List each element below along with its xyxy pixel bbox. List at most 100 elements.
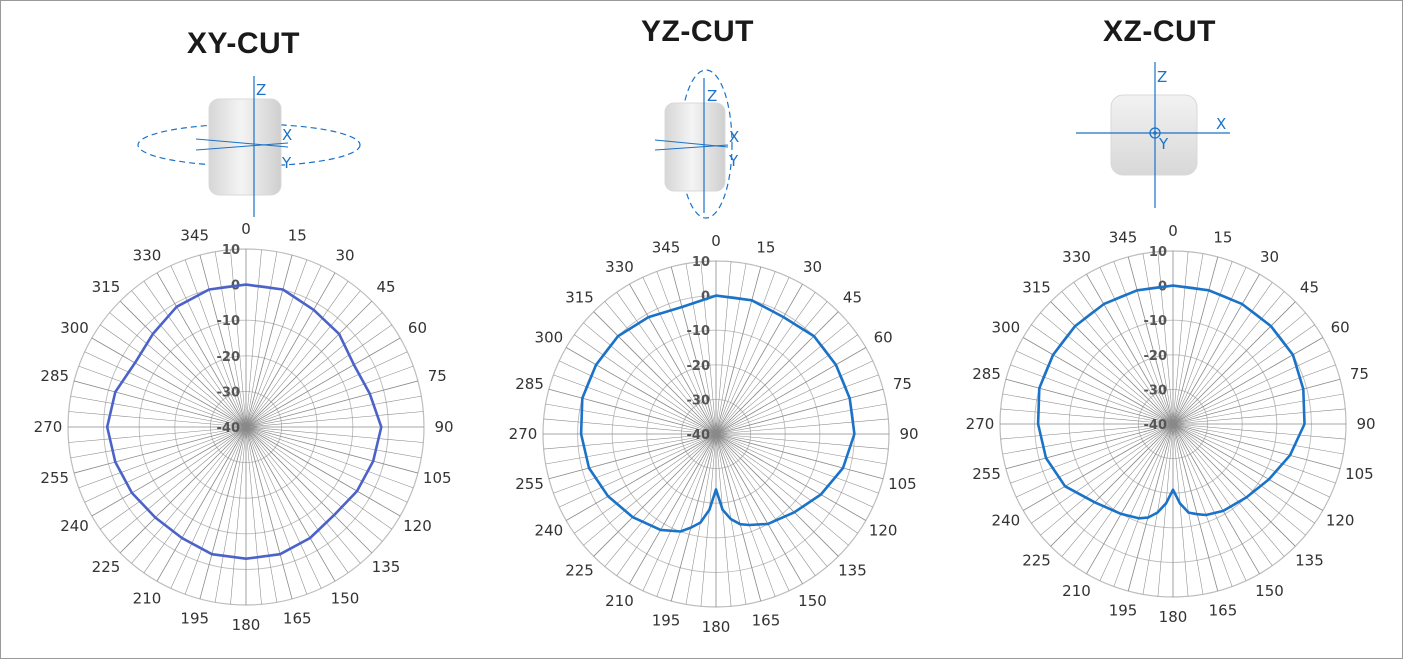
polar-spoke bbox=[68, 411, 247, 428]
polar-spoke bbox=[230, 426, 247, 605]
polar-spoke bbox=[245, 380, 419, 428]
radial-tick-label: -10 bbox=[217, 314, 241, 329]
polar-spoke bbox=[1127, 256, 1174, 425]
xy-x-label: X bbox=[282, 126, 292, 144]
angle-tick-label: 240 bbox=[992, 512, 1021, 530]
polar-spoke bbox=[583, 322, 717, 435]
xy-z-label: Z bbox=[256, 81, 266, 99]
xz-device-diagram: Z X Y bbox=[1076, 62, 1230, 208]
angle-tick-label: 225 bbox=[565, 561, 594, 579]
polar-spoke bbox=[1172, 423, 1233, 587]
angle-tick-label: 150 bbox=[1255, 582, 1284, 600]
polar-spoke bbox=[1172, 423, 1336, 484]
polar-spoke bbox=[715, 263, 747, 435]
angle-tick-label: 90 bbox=[434, 418, 453, 436]
polar-spoke bbox=[131, 290, 247, 428]
polar-spoke bbox=[245, 351, 408, 428]
polar-spoke bbox=[1172, 423, 1315, 524]
angle-tick-label: 255 bbox=[515, 475, 544, 493]
radial-tick-label: 10 bbox=[1149, 245, 1167, 260]
angle-tick-label: 270 bbox=[966, 415, 995, 433]
xy-device-image bbox=[208, 98, 282, 196]
angle-tick-label: 330 bbox=[133, 247, 162, 265]
polar-spoke bbox=[545, 433, 717, 465]
angle-tick-label: 105 bbox=[1345, 465, 1374, 483]
polar-spoke bbox=[700, 261, 717, 435]
polar-spoke bbox=[1172, 350, 1330, 425]
radial-tick-label: -20 bbox=[1144, 349, 1168, 364]
polar-spoke bbox=[1172, 423, 1324, 511]
polar-spoke bbox=[1172, 253, 1204, 425]
radial-tick-label: -40 bbox=[1144, 418, 1168, 433]
polar-spoke bbox=[565, 347, 717, 435]
angle-tick-label: 90 bbox=[899, 425, 918, 443]
angle-tick-label: 195 bbox=[1109, 601, 1138, 619]
angle-tick-label: 90 bbox=[1356, 415, 1375, 433]
polar-spoke bbox=[715, 403, 887, 435]
polar-spoke bbox=[1127, 423, 1174, 592]
angle-tick-label: 345 bbox=[1109, 229, 1138, 247]
angle-tick-label: 210 bbox=[1062, 582, 1091, 600]
angle-tick-label: 315 bbox=[1022, 279, 1051, 297]
polar-spoke bbox=[1172, 423, 1344, 455]
angle-tick-label: 180 bbox=[1159, 608, 1188, 626]
polar-spoke bbox=[170, 265, 247, 428]
xz-z-label: Z bbox=[1157, 68, 1167, 86]
polar-spoke bbox=[604, 301, 717, 435]
polar-spoke bbox=[1099, 423, 1174, 581]
polar-spoke bbox=[245, 426, 424, 443]
polar-spoke bbox=[245, 251, 278, 428]
polar-spoke bbox=[245, 254, 293, 428]
radial-tick-label: 10 bbox=[222, 243, 240, 258]
polar-spoke bbox=[245, 426, 401, 517]
polar-spoke bbox=[170, 426, 247, 589]
polar-spoke bbox=[1022, 423, 1174, 511]
polar-spoke bbox=[245, 312, 383, 428]
polar-spoke bbox=[715, 433, 873, 508]
polar-spoke bbox=[715, 433, 828, 567]
polar-spoke bbox=[670, 433, 717, 602]
polar-spoke bbox=[214, 426, 247, 603]
polar-spoke bbox=[1142, 253, 1174, 425]
polar-spoke bbox=[1172, 282, 1273, 425]
xz-x-label: X bbox=[1216, 115, 1226, 133]
polar-spoke bbox=[1016, 350, 1174, 425]
polar-spoke bbox=[1086, 273, 1174, 425]
polar-trace bbox=[1036, 284, 1306, 520]
angle-tick-label: 15 bbox=[1213, 229, 1232, 247]
polar-spoke bbox=[559, 433, 717, 508]
polar-spoke bbox=[715, 433, 816, 576]
xz-y-label: Y bbox=[1158, 135, 1169, 153]
polar-spoke bbox=[109, 312, 247, 428]
polar-spoke bbox=[700, 433, 717, 607]
angle-tick-label: 300 bbox=[60, 319, 89, 337]
polar-spoke bbox=[1061, 423, 1174, 557]
polar-spoke bbox=[1172, 267, 1247, 425]
polar-spoke bbox=[1172, 378, 1341, 425]
polar-spoke bbox=[1022, 337, 1174, 425]
polar-spoke bbox=[543, 433, 717, 450]
polar-spoke bbox=[245, 300, 373, 428]
polar-spoke bbox=[1157, 423, 1174, 597]
polar-spoke bbox=[1172, 423, 1341, 470]
polar-spoke bbox=[73, 380, 247, 428]
polar-spoke bbox=[1113, 423, 1174, 587]
angle-tick-label: 240 bbox=[60, 517, 89, 535]
polar-spoke bbox=[715, 433, 867, 521]
angle-tick-label: 210 bbox=[605, 592, 634, 610]
radial-tick-label: 10 bbox=[692, 255, 710, 270]
angle-tick-label: 135 bbox=[372, 558, 401, 576]
angle-tick-label: 300 bbox=[535, 329, 564, 347]
polar-spoke bbox=[1005, 423, 1174, 470]
polar-spoke bbox=[184, 426, 247, 595]
polar-spoke bbox=[1172, 423, 1346, 440]
angle-tick-label: 0 bbox=[241, 220, 251, 238]
angle-tick-label: 135 bbox=[1295, 551, 1324, 569]
angle-tick-label: 315 bbox=[92, 278, 121, 296]
angle-tick-label: 60 bbox=[408, 319, 427, 337]
polar-spoke bbox=[629, 433, 717, 585]
polar-spoke bbox=[715, 374, 879, 435]
radial-tick-label: -30 bbox=[1144, 383, 1168, 398]
polar-spoke bbox=[574, 433, 717, 534]
